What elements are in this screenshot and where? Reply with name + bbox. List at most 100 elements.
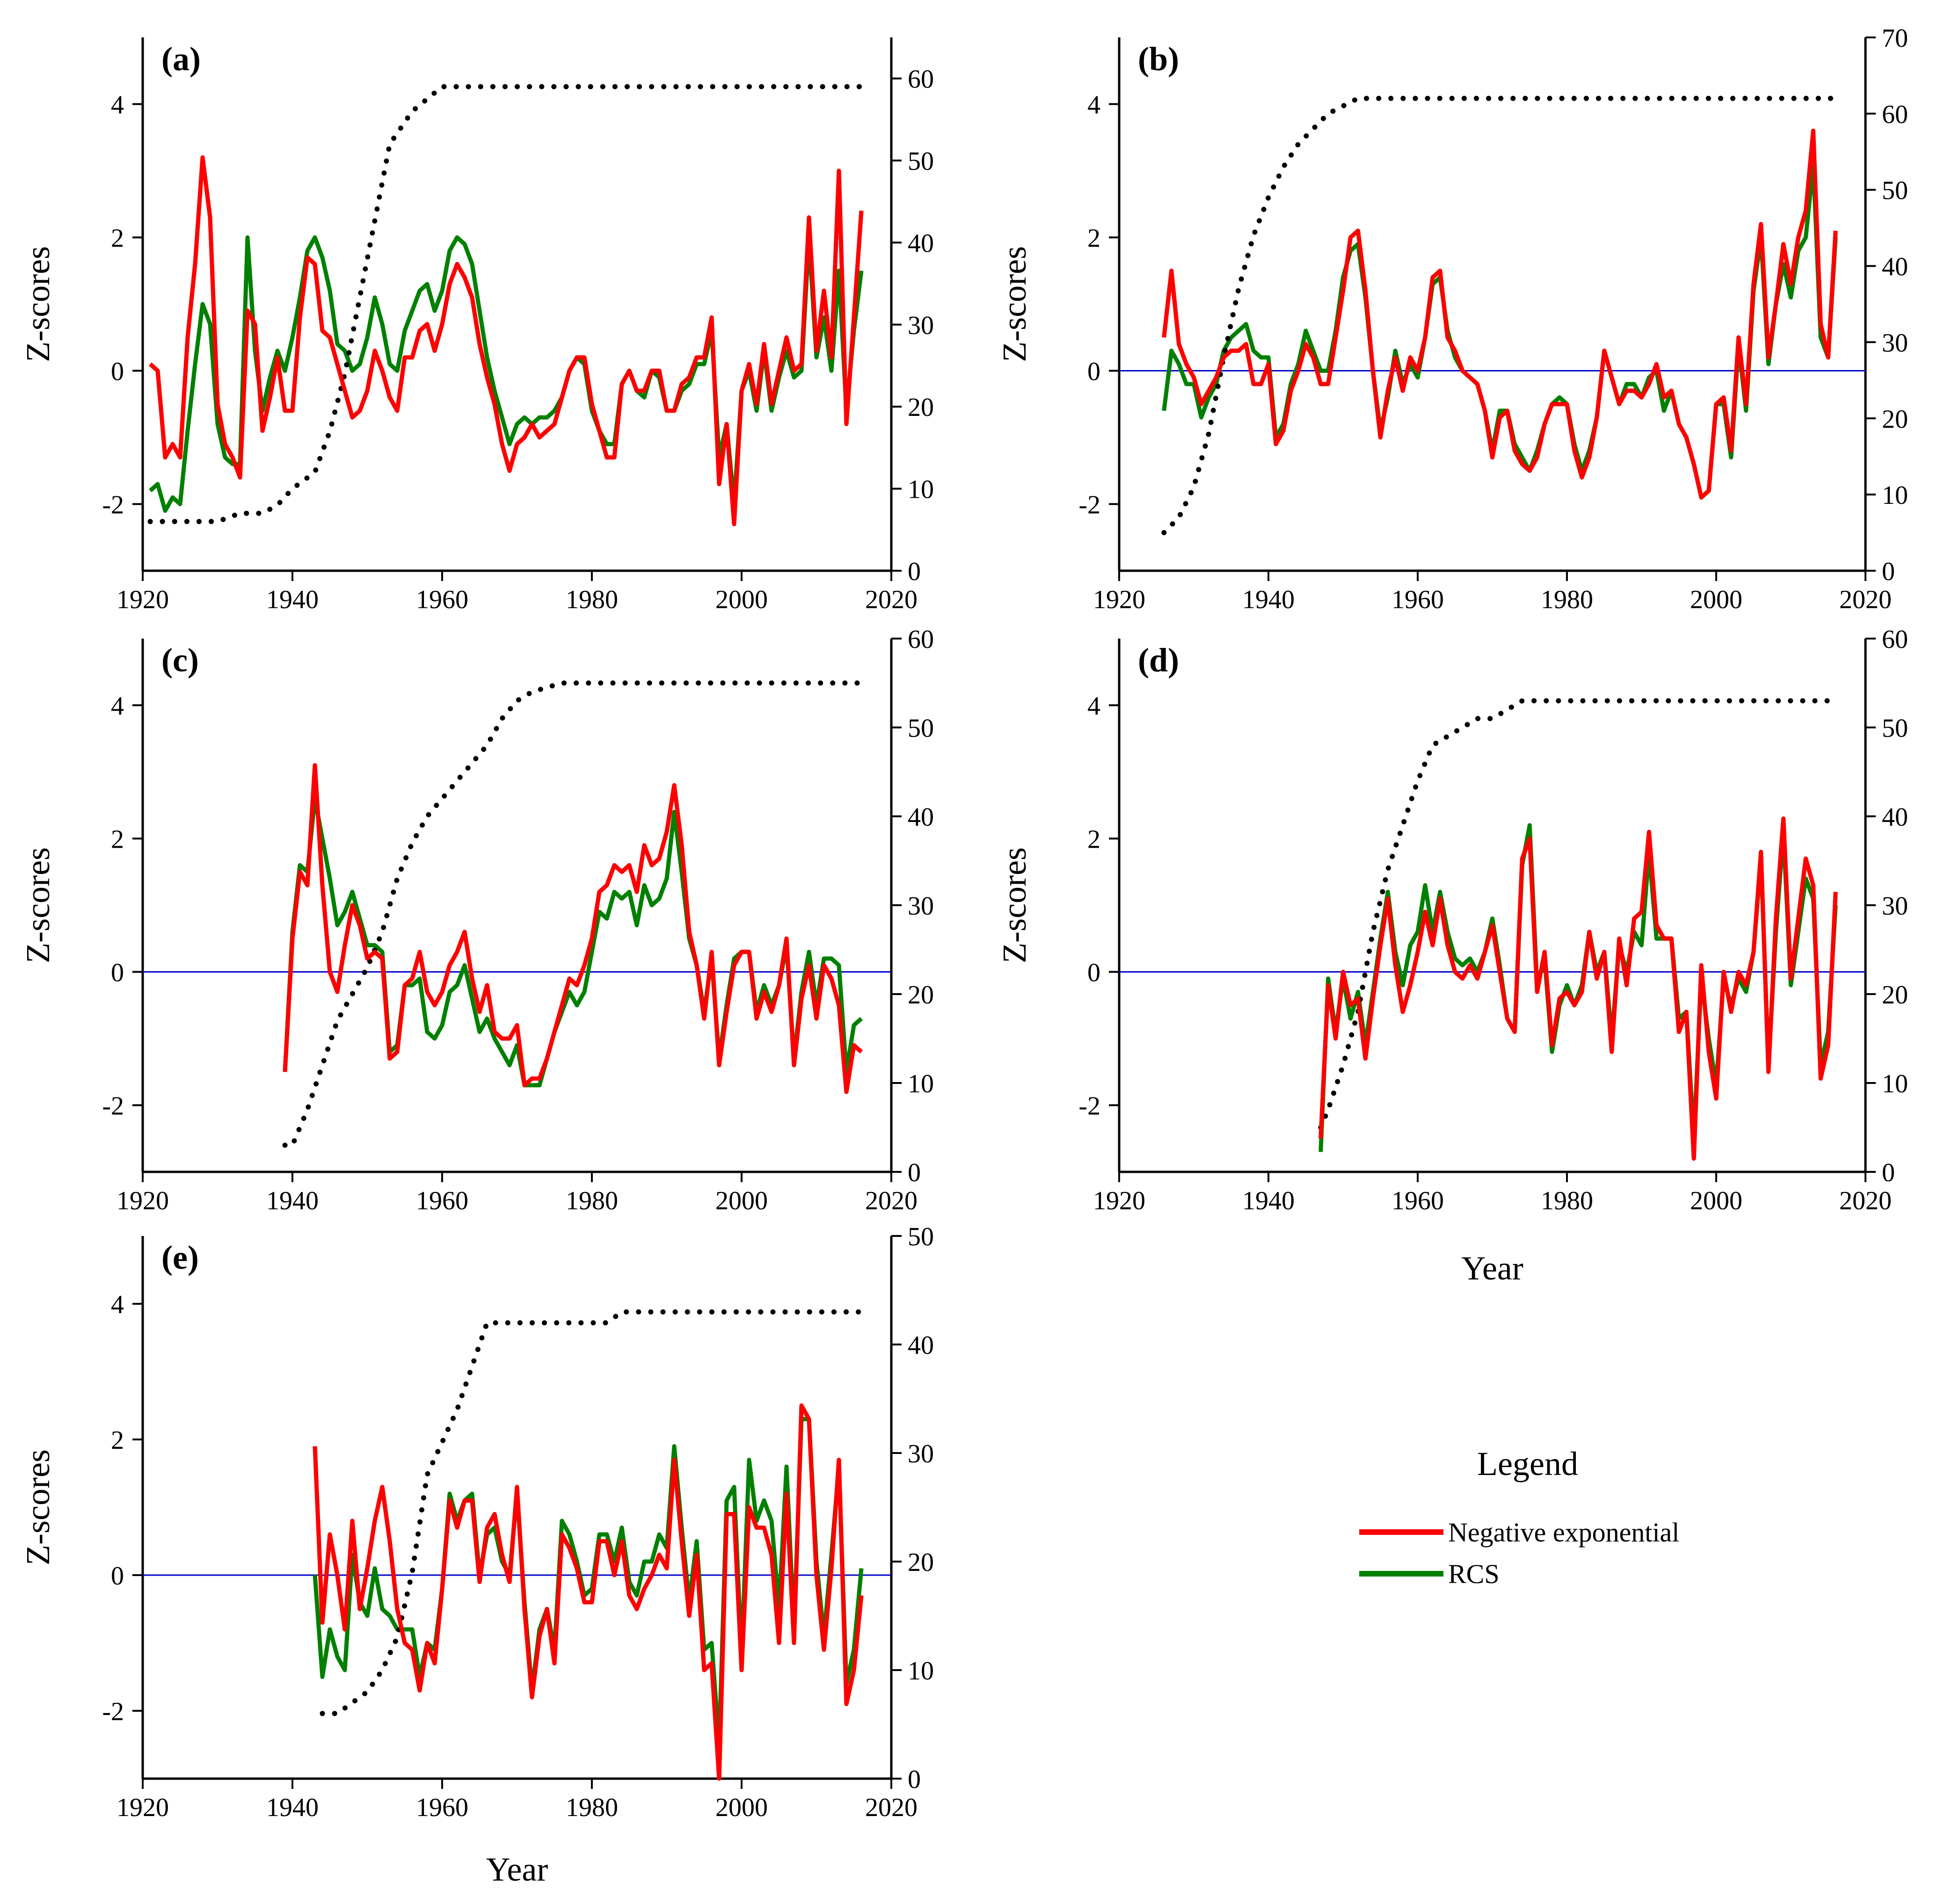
y2-tick-label: 50 <box>908 714 934 743</box>
sample-depth-line <box>147 84 872 524</box>
x-tick-label: 2000 <box>715 1793 768 1822</box>
x-tick-label: 2020 <box>865 585 918 614</box>
negative-exponential-line-top <box>283 763 863 1094</box>
y2-tick-label: 40 <box>908 803 934 832</box>
x-tick-label: 1940 <box>266 585 319 614</box>
y2-tick-label: 30 <box>908 1439 934 1468</box>
y-tick-label: 2 <box>111 825 124 854</box>
x-tick-label: 1960 <box>1391 1186 1444 1215</box>
x-tick-label: 2020 <box>1839 1186 1892 1215</box>
y2-tick-label: 30 <box>908 311 934 340</box>
negative-exponential-line-top <box>1162 129 1838 500</box>
y2-tick-label: 20 <box>1882 405 1908 434</box>
y2-tick-label: 10 <box>908 1069 934 1098</box>
y2-tick-label: 60 <box>1882 100 1908 129</box>
y2-tick-label: 30 <box>908 892 934 921</box>
y-tick-label: 4 <box>111 692 124 721</box>
negative-exponential-line-top <box>1319 816 1838 1161</box>
x-tick-label: 1980 <box>1541 585 1593 614</box>
x-tick-label: 1920 <box>117 1793 169 1822</box>
y2-tick-label: 20 <box>908 1548 934 1577</box>
sample-depth-line <box>1318 698 1838 1130</box>
y-tick-label: 2 <box>1087 825 1100 854</box>
x-tick-label: 2020 <box>865 1186 918 1215</box>
y2-tick-label: 60 <box>1882 625 1908 654</box>
y2-tick-label: 30 <box>1882 328 1908 357</box>
x-tick-label: 1980 <box>566 1186 618 1215</box>
y-tick-label: -2 <box>1078 1092 1100 1121</box>
x-tick-label: 1960 <box>1391 585 1444 614</box>
y-tick-label: 4 <box>111 1290 124 1319</box>
y2-tick-label: 40 <box>908 229 934 258</box>
x-axis-title: Year <box>1461 1250 1523 1287</box>
y2-tick-label: 10 <box>908 475 934 504</box>
y-axis-title: Z-scores <box>996 246 1033 362</box>
x-tick-label: 1940 <box>1242 585 1295 614</box>
y2-tick-label: 50 <box>1882 714 1908 743</box>
y-tick-label: 4 <box>1087 91 1100 120</box>
y-tick-label: -2 <box>102 1092 124 1121</box>
x-tick-label: 1940 <box>266 1793 319 1822</box>
y2-tick-label: 10 <box>908 1657 934 1686</box>
y2-tick-label: 0 <box>1882 557 1895 586</box>
rcs-line <box>313 1417 864 1747</box>
y-tick-label: 2 <box>111 1426 124 1455</box>
y2-tick-label: 20 <box>908 981 934 1010</box>
y2-tick-label: 0 <box>1882 1158 1895 1187</box>
legend: Legend Negative exponential RCS <box>1359 1445 1679 1589</box>
x-tick-label: 1920 <box>117 1186 169 1215</box>
x-tick-label: 2000 <box>715 1186 768 1215</box>
x-tick-label: 1940 <box>266 1186 319 1215</box>
x-tick-label: 1960 <box>416 1793 468 1822</box>
y-tick-label: -2 <box>102 1697 124 1726</box>
y2-tick-label: 40 <box>1882 253 1908 282</box>
y2-tick-label: 0 <box>908 1765 921 1794</box>
negative-exponential-line-top <box>313 1403 864 1781</box>
sample-depth-line <box>282 680 872 1148</box>
chart-panel-c: 1920 1940 1960 1980 2000 2020-202401020304050… <box>19 625 934 1215</box>
y2-tick-label: 0 <box>908 1158 921 1187</box>
legend-label-rcs: RCS <box>1448 1559 1500 1589</box>
y-tick-label: 0 <box>111 357 124 386</box>
x-tick-label: 2000 <box>715 585 768 614</box>
y2-tick-label: 30 <box>1882 892 1908 921</box>
y-tick-label: -2 <box>102 491 124 520</box>
y2-tick-label: 0 <box>908 557 921 586</box>
y2-tick-label: 50 <box>908 147 934 176</box>
y-axis-title: Z-scores <box>996 847 1033 963</box>
panel-label: (e) <box>161 1239 199 1276</box>
x-tick-label: 1940 <box>1242 1186 1295 1215</box>
legend-label-negative-exponential: Negative exponential <box>1448 1517 1679 1548</box>
y2-tick-label: 40 <box>908 1331 934 1360</box>
y2-tick-label: 50 <box>1882 176 1908 205</box>
x-tick-label: 1920 <box>117 585 169 614</box>
y-tick-label: 2 <box>111 224 124 253</box>
y2-tick-label: 40 <box>1882 803 1908 832</box>
x-tick-label: 1980 <box>566 585 618 614</box>
chart-panel-a: 1920 1940 1960 1980 2000 2020-202401020304050… <box>19 37 934 614</box>
panel-label: (b) <box>1138 40 1179 78</box>
x-tick-label: 1920 <box>1093 1186 1145 1215</box>
y2-tick-label: 60 <box>908 65 934 94</box>
y-axis-title: Z-scores <box>19 1449 57 1565</box>
y2-tick-label: 20 <box>1882 981 1908 1010</box>
x-tick-label: 2020 <box>1839 585 1892 614</box>
y2-tick-label: 60 <box>908 625 934 654</box>
panel-label: (d) <box>1138 641 1179 679</box>
x-tick-label: 1960 <box>416 1186 468 1215</box>
y2-tick-label: 70 <box>1882 24 1908 53</box>
y-tick-label: 0 <box>1087 357 1100 386</box>
x-tick-label: 2000 <box>1690 1186 1742 1215</box>
y-tick-label: 0 <box>1087 959 1100 988</box>
rcs-line <box>283 796 863 1088</box>
chart-panel-b: 1920 1940 1960 1980 2000 2020-202401020304050… <box>996 24 1908 614</box>
y2-tick-label: 20 <box>908 393 934 422</box>
chart-panel-e: 1920 1940 1960 1980 2000 2020-202401020304050… <box>19 1222 934 1888</box>
y2-tick-label: 10 <box>1882 1069 1908 1098</box>
negative-exponential-line-top <box>149 155 864 526</box>
y-tick-label: 2 <box>1087 224 1100 253</box>
y-tick-label: -2 <box>1078 491 1100 520</box>
chart-panel-d: 1920 1940 1960 1980 2000 2020-202401020304050… <box>996 625 1908 1287</box>
y-tick-label: 4 <box>111 91 124 120</box>
